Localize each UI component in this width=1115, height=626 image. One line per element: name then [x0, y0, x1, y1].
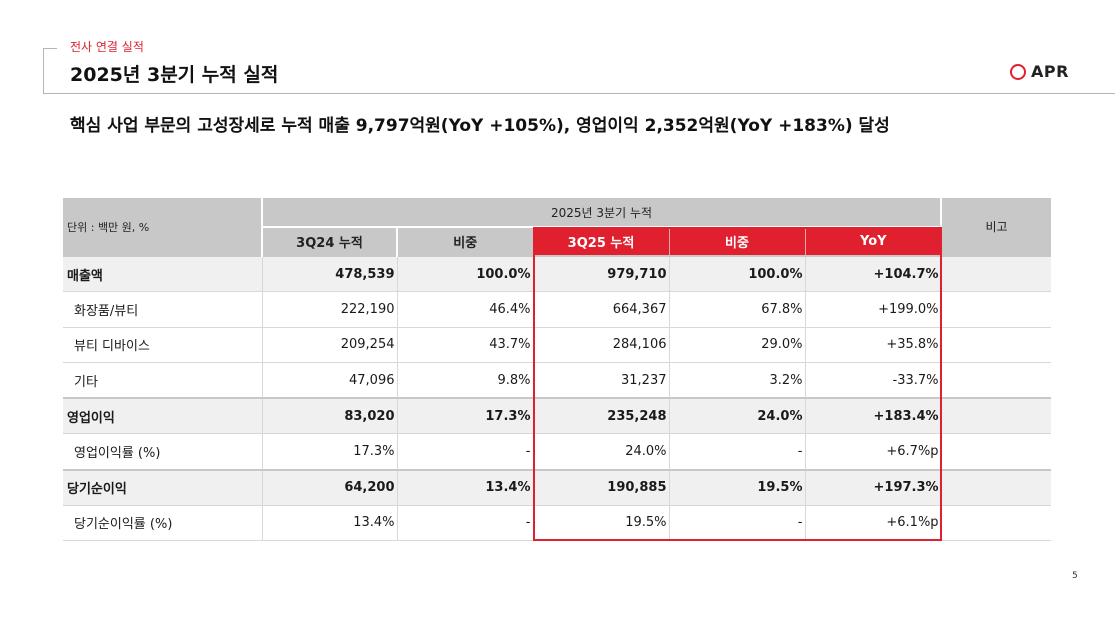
table-cell: -: [668, 505, 805, 542]
table-cell: 13.4%: [396, 469, 533, 506]
table-cell: 19.5%: [532, 505, 669, 542]
results-table: 단위 : 백만 원, % 2025년 3분기 누적 비고 3Q24 누적 비중 …: [63, 198, 1052, 542]
logo-text: APR: [1031, 62, 1069, 81]
section-label: 전사 연결 실적: [70, 40, 144, 54]
table-row: 기타 47,096 9.8% 31,237 3.2% -33.7%: [63, 362, 1052, 399]
table-cell: 17.3%: [261, 433, 397, 471]
table-cell: 64,200: [261, 469, 397, 506]
unit-label: 단위 : 백만 원, %: [63, 198, 262, 256]
row-label: 당기순이익률 (%): [63, 505, 262, 542]
note-cell: [940, 256, 1052, 293]
table-cell: +35.8%: [804, 327, 942, 364]
page-title: 2025년 3분기 누적 실적: [70, 64, 279, 86]
header-frame-line: [43, 48, 57, 49]
column-header: 3Q24 누적: [261, 227, 397, 256]
company-logo: APR: [1010, 62, 1069, 81]
table-cell: 235,248: [532, 398, 669, 435]
table-cell: 24.0%: [532, 433, 669, 471]
period-header: 2025년 3분기 누적: [260, 198, 943, 228]
table-cell: 209,254: [261, 327, 397, 364]
table-cell: +6.1%p: [804, 505, 942, 542]
column-header: 비중: [396, 227, 533, 256]
table-cell: +197.3%: [804, 469, 942, 506]
table-cell: 190,885: [532, 469, 669, 506]
table-cell: 19.5%: [668, 469, 805, 506]
note-cell: [940, 505, 1052, 542]
table-cell: 3.2%: [668, 362, 805, 399]
table-cell: 47,096: [261, 362, 397, 399]
table-row: 당기순이익률 (%) 13.4% - 19.5% - +6.1%p: [63, 505, 1052, 542]
headline: 핵심 사업 부문의 고성장세로 누적 매출 9,797억원(YoY +105%)…: [70, 116, 890, 136]
table-cell: 664,367: [532, 291, 669, 328]
table-cell: 9.8%: [396, 362, 533, 399]
table-cell: +183.4%: [804, 398, 942, 435]
table-row: 영업이익 83,020 17.3% 235,248 24.0% +183.4%: [63, 398, 1052, 435]
table-cell: 100.0%: [396, 256, 533, 293]
table-cell: +6.7%p: [804, 433, 942, 471]
row-label: 당기순이익: [63, 469, 262, 506]
header-divider: [43, 93, 1115, 94]
table-cell: 478,539: [261, 256, 397, 293]
table-cell: 13.4%: [261, 505, 397, 542]
note-cell: [940, 469, 1052, 506]
table-row: 화장품/뷰티 222,190 46.4% 664,367 67.8% +199.…: [63, 291, 1052, 328]
row-label: 화장품/뷰티: [63, 291, 262, 328]
note-cell: [940, 398, 1052, 435]
table-cell: 83,020: [261, 398, 397, 435]
row-label: 기타: [63, 362, 262, 399]
table-cell: 67.8%: [668, 291, 805, 328]
table-cell: 17.3%: [396, 398, 533, 435]
row-label: 뷰티 디바이스: [63, 327, 262, 364]
table-row: 영업이익률 (%) 17.3% - 24.0% - +6.7%p: [63, 433, 1052, 471]
note-cell: [940, 327, 1052, 364]
row-label: 영업이익: [63, 398, 262, 435]
table-row: 매출액 478,539 100.0% 979,710 100.0% +104.7…: [63, 256, 1052, 293]
table-cell: +199.0%: [804, 291, 942, 328]
page-number: 5: [1072, 571, 1078, 581]
table-cell: 43.7%: [396, 327, 533, 364]
table-row: 당기순이익 64,200 13.4% 190,885 19.5% +197.3%: [63, 469, 1052, 506]
note-cell: [940, 362, 1052, 399]
table-cell: 29.0%: [668, 327, 805, 364]
table-cell: 46.4%: [396, 291, 533, 328]
table-cell: 284,106: [532, 327, 669, 364]
column-header-highlight: 3Q25 누적: [532, 227, 669, 256]
row-label: 영업이익률 (%): [63, 433, 262, 471]
note-header: 비고: [941, 198, 1052, 256]
logo-ring-icon: [1010, 63, 1026, 80]
column-header-highlight: YoY: [804, 227, 942, 256]
table-cell: -: [668, 433, 805, 471]
table-cell: +104.7%: [804, 256, 942, 293]
note-cell: [940, 433, 1052, 471]
table-cell: 100.0%: [668, 256, 805, 293]
table-cell: 222,190: [261, 291, 397, 328]
row-label: 매출액: [63, 256, 262, 293]
note-cell: [940, 291, 1052, 328]
table-cell: -: [396, 433, 533, 471]
column-header-highlight: 비중: [668, 227, 805, 256]
table-row: 뷰티 디바이스 209,254 43.7% 284,106 29.0% +35.…: [63, 327, 1052, 364]
header-frame-line-left: [43, 48, 44, 94]
table-cell: -: [396, 505, 533, 542]
table-cell: 31,237: [532, 362, 669, 399]
table-cell: 979,710: [532, 256, 669, 293]
table-cell: -33.7%: [804, 362, 942, 399]
table-cell: 24.0%: [668, 398, 805, 435]
